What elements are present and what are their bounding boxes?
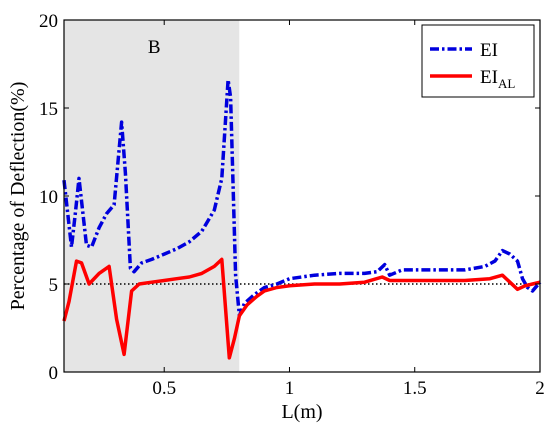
x-tick-label: 0.5: [152, 378, 176, 399]
legend-label-ei-al-main: EI: [480, 67, 498, 88]
y-tick-label: 5: [49, 275, 59, 296]
series-layer: [62, 78, 542, 360]
legend-label-ei: EI: [480, 40, 498, 61]
y-tick-label: 0: [49, 363, 59, 384]
x-axis-label: L(m): [281, 401, 322, 423]
legend-label-ei-al-subscript: AL: [498, 76, 515, 91]
legend: EI EIAL: [421, 24, 535, 98]
x-tick-label: 1.5: [403, 378, 427, 399]
x-tick-label: 1: [285, 378, 295, 399]
y-tick-label: 10: [39, 187, 58, 208]
region-b-shading: [64, 20, 240, 372]
y-tick-label: 15: [39, 99, 58, 120]
legend-label-ei-main: EI: [480, 40, 498, 61]
x-tick-label: 2: [535, 378, 545, 399]
series-line-ei-al: [62, 257, 541, 360]
y-axis-label: Percentage of Deflection(%): [7, 82, 29, 311]
y-tick-label: 20: [39, 11, 58, 32]
legend-label-ei-al: EIAL: [480, 67, 515, 91]
legend-box: [421, 24, 535, 98]
region-label-b: B: [148, 37, 161, 58]
